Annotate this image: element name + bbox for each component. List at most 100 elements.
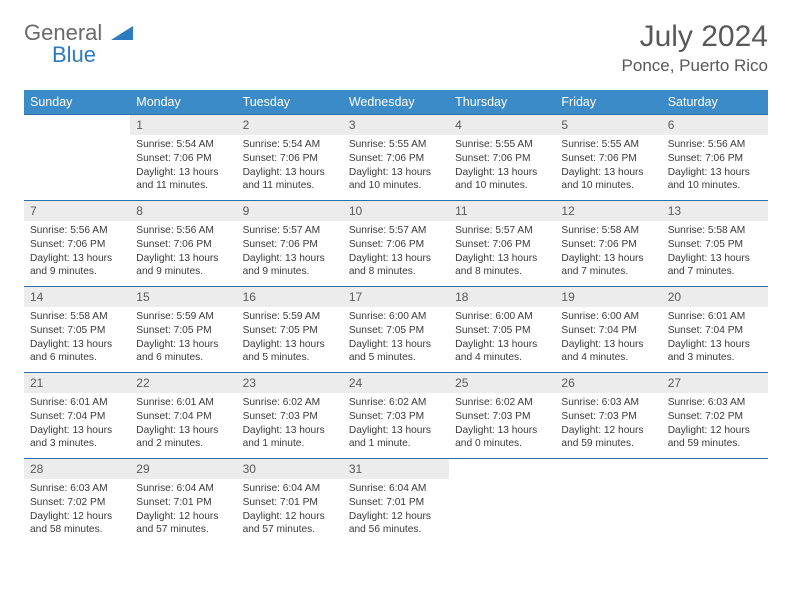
calendar-cell: 16Sunrise: 5:59 AMSunset: 7:05 PMDayligh… [237, 286, 343, 372]
day-number: 17 [343, 286, 449, 307]
day-info: Sunrise: 5:56 AMSunset: 7:06 PMDaylight:… [662, 135, 768, 195]
weekday-header: Tuesday [237, 90, 343, 114]
day-number: 28 [24, 458, 130, 479]
day-info: Sunrise: 5:55 AMSunset: 7:06 PMDaylight:… [343, 135, 449, 195]
day-info: Sunrise: 6:04 AMSunset: 7:01 PMDaylight:… [130, 479, 236, 539]
day-number: 9 [237, 200, 343, 221]
calendar-week: 1Sunrise: 5:54 AMSunset: 7:06 PMDaylight… [24, 114, 768, 200]
day-info: Sunrise: 6:04 AMSunset: 7:01 PMDaylight:… [237, 479, 343, 539]
calendar-cell: 6Sunrise: 5:56 AMSunset: 7:06 PMDaylight… [662, 114, 768, 200]
weekday-header: Saturday [662, 90, 768, 114]
calendar-cell [662, 458, 768, 544]
day-info: Sunrise: 5:56 AMSunset: 7:06 PMDaylight:… [130, 221, 236, 281]
day-number: 13 [662, 200, 768, 221]
calendar-week: 21Sunrise: 6:01 AMSunset: 7:04 PMDayligh… [24, 372, 768, 458]
title-block: July 2024 Ponce, Puerto Rico [622, 20, 768, 76]
calendar-cell: 25Sunrise: 6:02 AMSunset: 7:03 PMDayligh… [449, 372, 555, 458]
calendar-cell: 3Sunrise: 5:55 AMSunset: 7:06 PMDaylight… [343, 114, 449, 200]
calendar-table: SundayMondayTuesdayWednesdayThursdayFrid… [24, 90, 768, 544]
day-number: 19 [555, 286, 661, 307]
day-info: Sunrise: 6:02 AMSunset: 7:03 PMDaylight:… [237, 393, 343, 453]
calendar-cell: 17Sunrise: 6:00 AMSunset: 7:05 PMDayligh… [343, 286, 449, 372]
day-number: 18 [449, 286, 555, 307]
day-info: Sunrise: 5:58 AMSunset: 7:05 PMDaylight:… [24, 307, 130, 367]
calendar-cell: 5Sunrise: 5:55 AMSunset: 7:06 PMDaylight… [555, 114, 661, 200]
calendar-cell: 27Sunrise: 6:03 AMSunset: 7:02 PMDayligh… [662, 372, 768, 458]
weekday-header: Monday [130, 90, 236, 114]
calendar-cell: 15Sunrise: 5:59 AMSunset: 7:05 PMDayligh… [130, 286, 236, 372]
calendar-cell: 19Sunrise: 6:00 AMSunset: 7:04 PMDayligh… [555, 286, 661, 372]
day-info: Sunrise: 5:58 AMSunset: 7:06 PMDaylight:… [555, 221, 661, 281]
month-title: July 2024 [622, 20, 768, 54]
day-info: Sunrise: 6:01 AMSunset: 7:04 PMDaylight:… [24, 393, 130, 453]
calendar-week: 7Sunrise: 5:56 AMSunset: 7:06 PMDaylight… [24, 200, 768, 286]
day-info: Sunrise: 6:04 AMSunset: 7:01 PMDaylight:… [343, 479, 449, 539]
day-number: 7 [24, 200, 130, 221]
calendar-cell: 11Sunrise: 5:57 AMSunset: 7:06 PMDayligh… [449, 200, 555, 286]
calendar-cell: 2Sunrise: 5:54 AMSunset: 7:06 PMDaylight… [237, 114, 343, 200]
day-number: 22 [130, 372, 236, 393]
calendar-cell: 1Sunrise: 5:54 AMSunset: 7:06 PMDaylight… [130, 114, 236, 200]
day-info: Sunrise: 6:00 AMSunset: 7:04 PMDaylight:… [555, 307, 661, 367]
calendar-cell: 4Sunrise: 5:55 AMSunset: 7:06 PMDaylight… [449, 114, 555, 200]
weekday-header: Wednesday [343, 90, 449, 114]
calendar-cell: 9Sunrise: 5:57 AMSunset: 7:06 PMDaylight… [237, 200, 343, 286]
calendar-cell: 26Sunrise: 6:03 AMSunset: 7:03 PMDayligh… [555, 372, 661, 458]
day-number: 25 [449, 372, 555, 393]
calendar-cell: 24Sunrise: 6:02 AMSunset: 7:03 PMDayligh… [343, 372, 449, 458]
day-number: 4 [449, 114, 555, 135]
day-number: 10 [343, 200, 449, 221]
day-number: 12 [555, 200, 661, 221]
day-number: 2 [237, 114, 343, 135]
logo: General Blue [24, 20, 133, 68]
day-info: Sunrise: 5:57 AMSunset: 7:06 PMDaylight:… [237, 221, 343, 281]
day-info: Sunrise: 6:00 AMSunset: 7:05 PMDaylight:… [343, 307, 449, 367]
calendar-cell: 14Sunrise: 5:58 AMSunset: 7:05 PMDayligh… [24, 286, 130, 372]
day-number-empty [24, 114, 130, 135]
calendar-cell: 31Sunrise: 6:04 AMSunset: 7:01 PMDayligh… [343, 458, 449, 544]
day-number: 3 [343, 114, 449, 135]
calendar-body: 1Sunrise: 5:54 AMSunset: 7:06 PMDaylight… [24, 114, 768, 544]
calendar-week: 14Sunrise: 5:58 AMSunset: 7:05 PMDayligh… [24, 286, 768, 372]
calendar-cell: 12Sunrise: 5:58 AMSunset: 7:06 PMDayligh… [555, 200, 661, 286]
day-number: 11 [449, 200, 555, 221]
day-number: 26 [555, 372, 661, 393]
calendar-cell: 22Sunrise: 6:01 AMSunset: 7:04 PMDayligh… [130, 372, 236, 458]
calendar-cell [24, 114, 130, 200]
day-info: Sunrise: 6:00 AMSunset: 7:05 PMDaylight:… [449, 307, 555, 367]
day-number-empty [449, 458, 555, 479]
day-info: Sunrise: 5:58 AMSunset: 7:05 PMDaylight:… [662, 221, 768, 281]
day-info: Sunrise: 5:54 AMSunset: 7:06 PMDaylight:… [237, 135, 343, 195]
day-number-empty [662, 458, 768, 479]
day-number: 23 [237, 372, 343, 393]
day-number: 16 [237, 286, 343, 307]
logo-triangle-icon [111, 24, 133, 45]
day-info: Sunrise: 6:01 AMSunset: 7:04 PMDaylight:… [662, 307, 768, 367]
day-info: Sunrise: 5:57 AMSunset: 7:06 PMDaylight:… [343, 221, 449, 281]
day-number: 24 [343, 372, 449, 393]
calendar-cell: 13Sunrise: 5:58 AMSunset: 7:05 PMDayligh… [662, 200, 768, 286]
day-info: Sunrise: 5:59 AMSunset: 7:05 PMDaylight:… [130, 307, 236, 367]
day-number: 14 [24, 286, 130, 307]
calendar-cell: 20Sunrise: 6:01 AMSunset: 7:04 PMDayligh… [662, 286, 768, 372]
day-info: Sunrise: 6:02 AMSunset: 7:03 PMDaylight:… [449, 393, 555, 453]
calendar-cell [449, 458, 555, 544]
calendar-cell [555, 458, 661, 544]
calendar-week: 28Sunrise: 6:03 AMSunset: 7:02 PMDayligh… [24, 458, 768, 544]
location: Ponce, Puerto Rico [622, 56, 768, 76]
day-number: 1 [130, 114, 236, 135]
day-info: Sunrise: 6:02 AMSunset: 7:03 PMDaylight:… [343, 393, 449, 453]
day-info: Sunrise: 5:55 AMSunset: 7:06 PMDaylight:… [555, 135, 661, 195]
day-number: 6 [662, 114, 768, 135]
weekday-header-row: SundayMondayTuesdayWednesdayThursdayFrid… [24, 90, 768, 114]
calendar-cell: 18Sunrise: 6:00 AMSunset: 7:05 PMDayligh… [449, 286, 555, 372]
calendar-cell: 30Sunrise: 6:04 AMSunset: 7:01 PMDayligh… [237, 458, 343, 544]
day-info: Sunrise: 5:54 AMSunset: 7:06 PMDaylight:… [130, 135, 236, 195]
day-number: 21 [24, 372, 130, 393]
day-number: 31 [343, 458, 449, 479]
day-info: Sunrise: 6:03 AMSunset: 7:03 PMDaylight:… [555, 393, 661, 453]
day-info: Sunrise: 6:03 AMSunset: 7:02 PMDaylight:… [662, 393, 768, 453]
calendar-cell: 8Sunrise: 5:56 AMSunset: 7:06 PMDaylight… [130, 200, 236, 286]
day-info: Sunrise: 5:59 AMSunset: 7:05 PMDaylight:… [237, 307, 343, 367]
calendar-cell: 7Sunrise: 5:56 AMSunset: 7:06 PMDaylight… [24, 200, 130, 286]
